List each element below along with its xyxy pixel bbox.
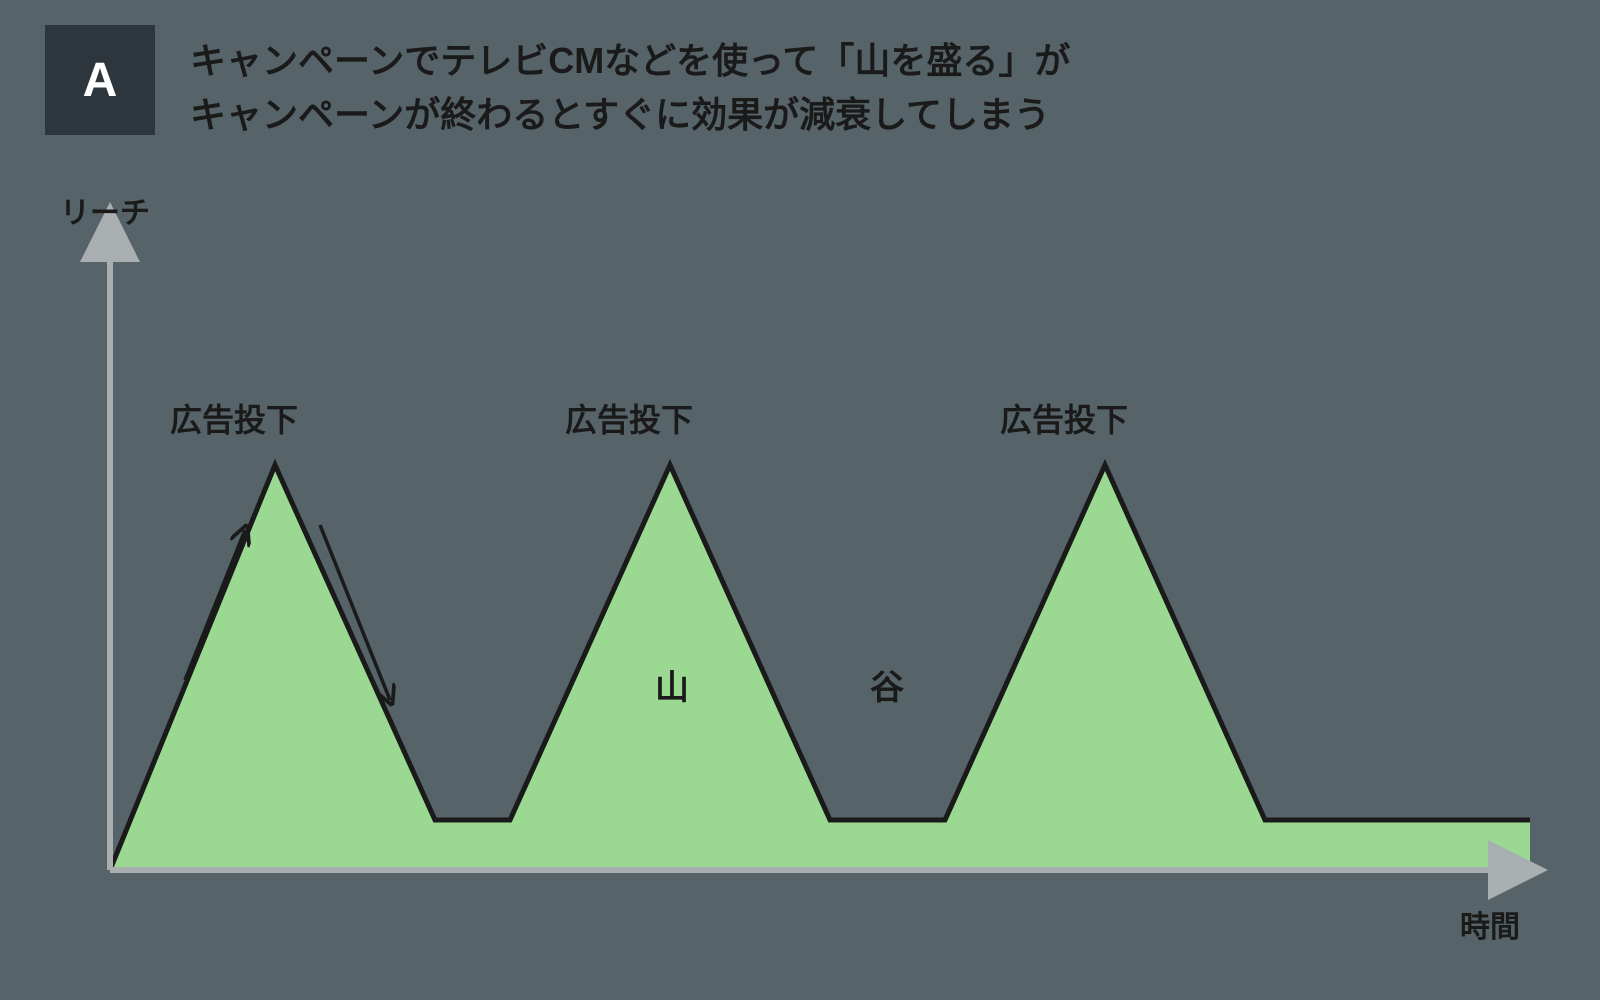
peak-label: 広告投下 bbox=[565, 395, 693, 441]
mountain-label: 山 bbox=[655, 660, 689, 709]
y-axis-label: リーチ bbox=[60, 188, 150, 232]
peak-label: 広告投下 bbox=[170, 395, 298, 441]
chart-svg bbox=[0, 0, 1600, 1000]
x-axis-label: 時間 bbox=[1460, 902, 1520, 946]
diagram-canvas: A キャンペーンでテレビCMなどを使って「山を盛る」が キャンペーンが終わるとす… bbox=[0, 0, 1600, 1000]
peak-label: 広告投下 bbox=[1000, 395, 1128, 441]
valley-label: 谷 bbox=[870, 660, 904, 709]
